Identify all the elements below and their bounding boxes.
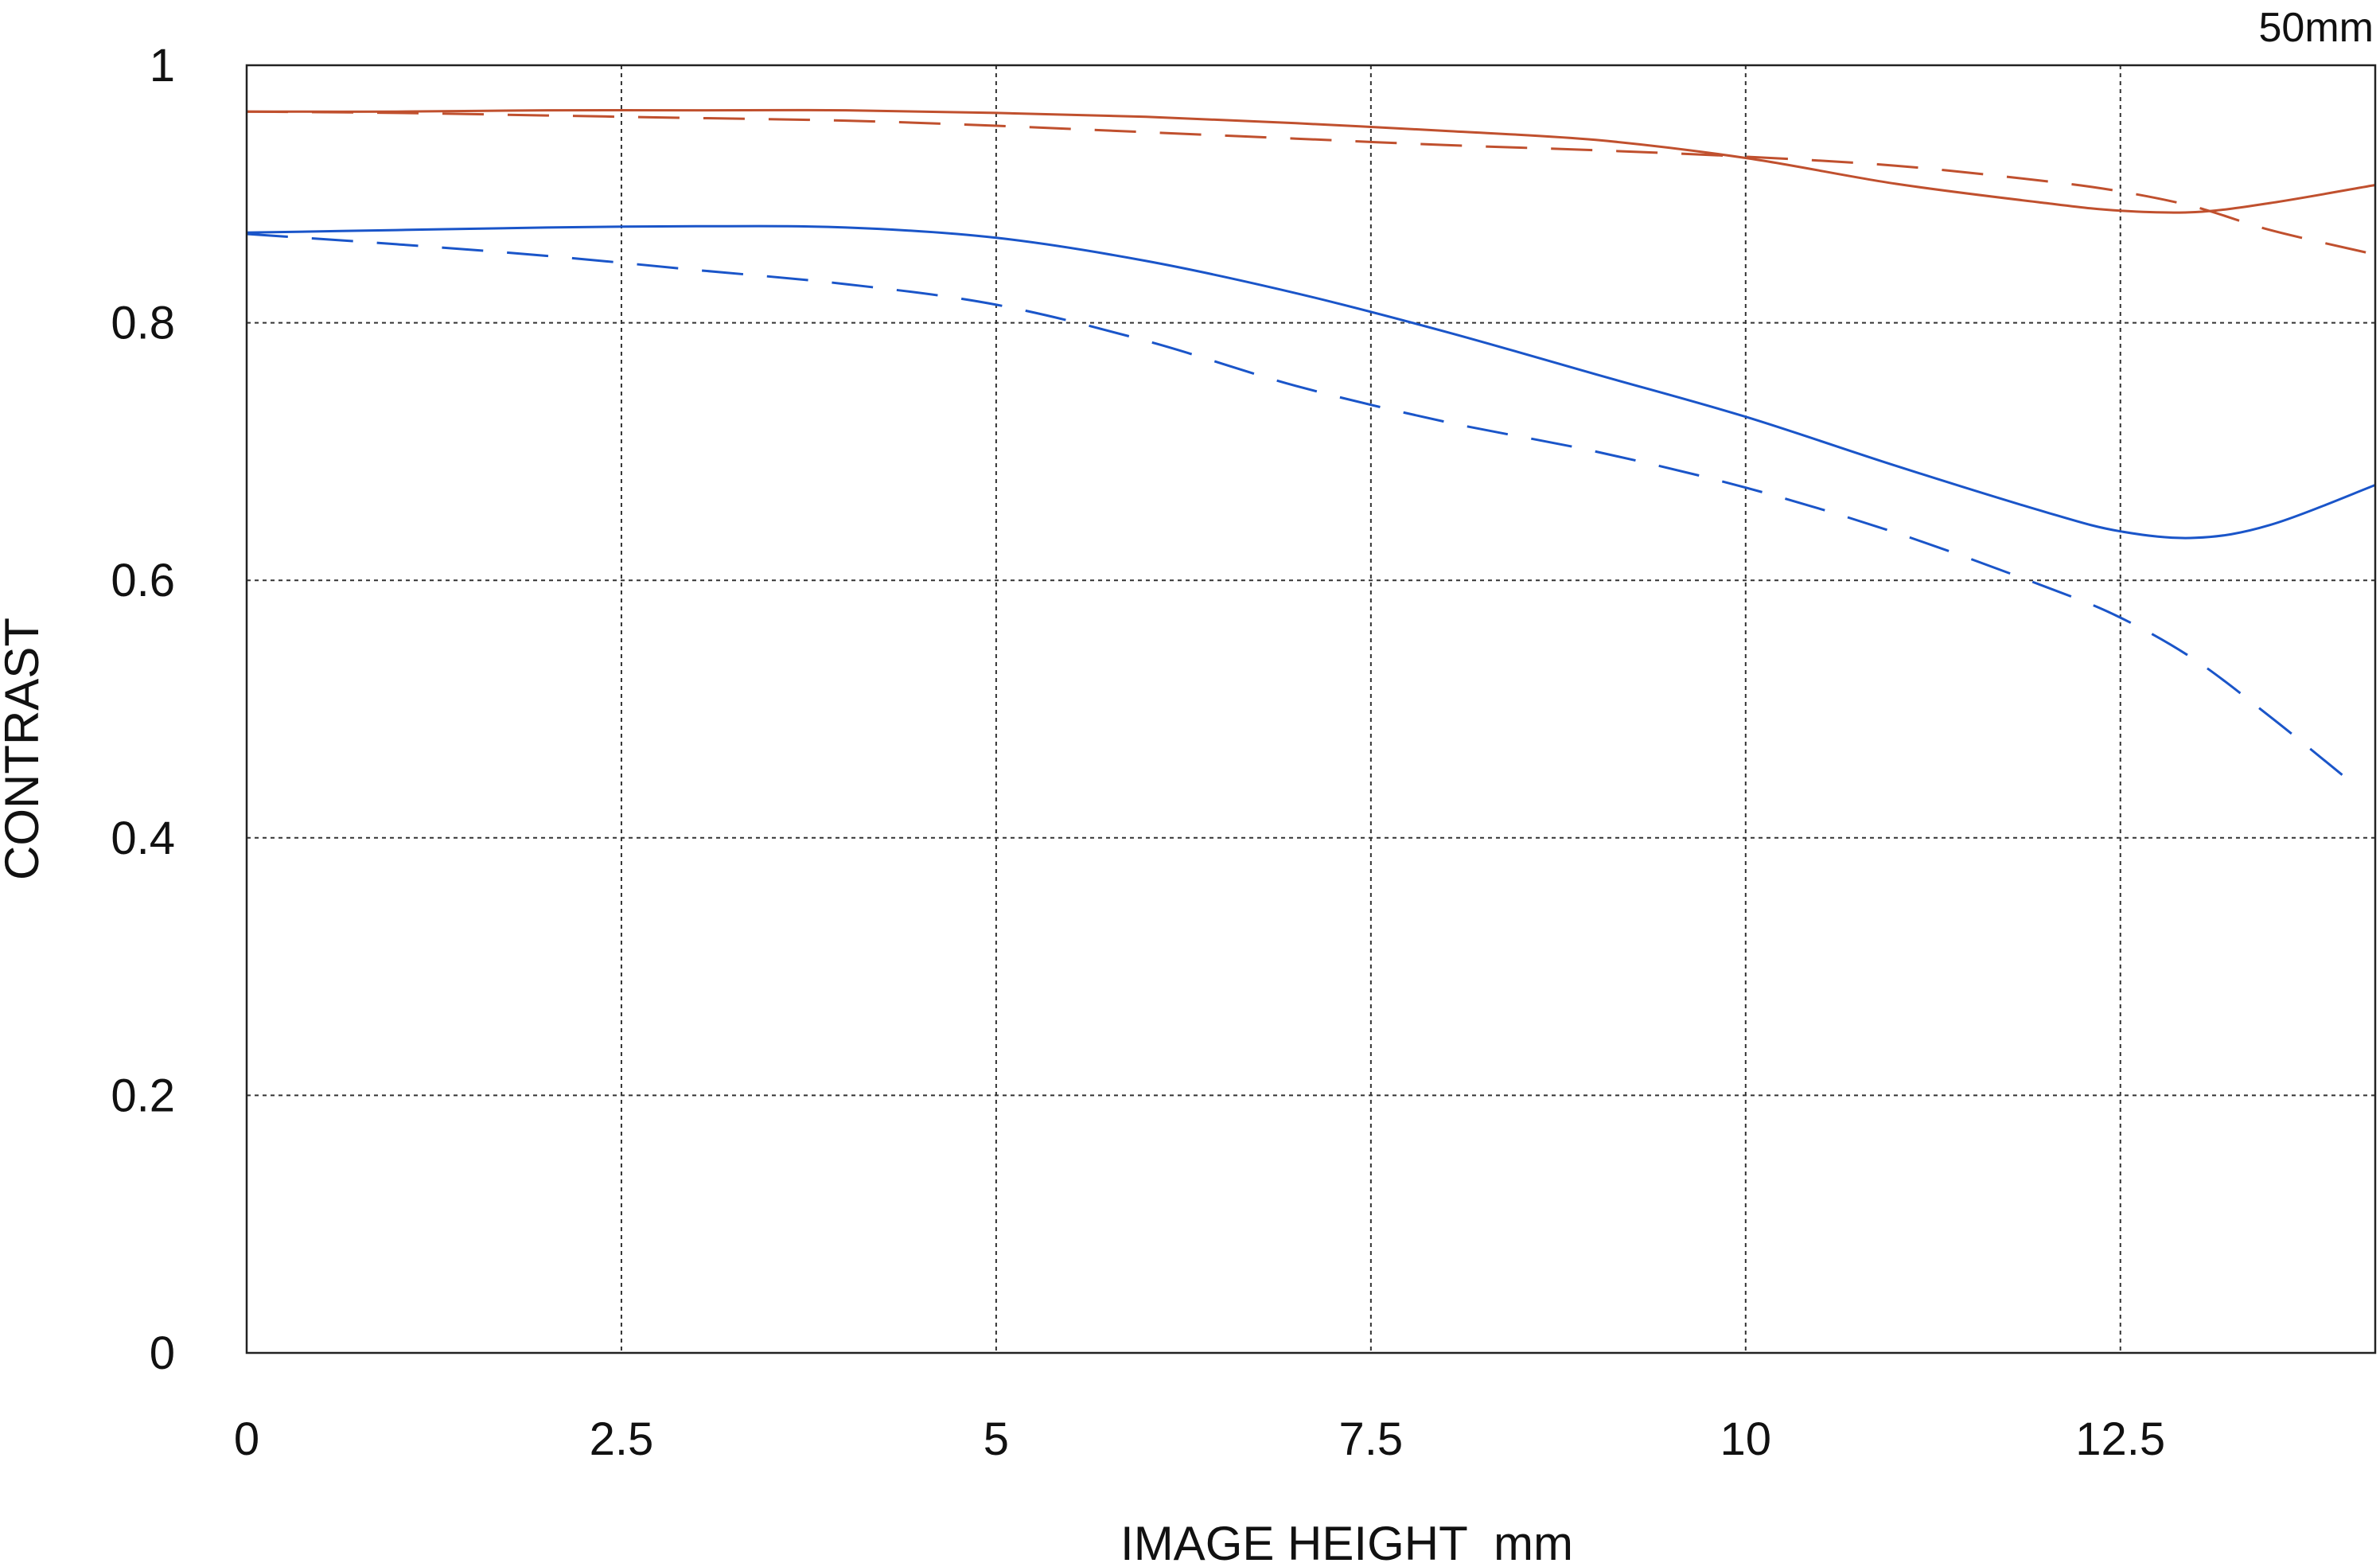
x-tick-label: 2.5 (590, 1413, 654, 1465)
x-tick-label: 5 (984, 1413, 1009, 1465)
series-line-3 (246, 224, 2376, 540)
series-line-2 (246, 110, 2376, 256)
y-tick-label: 0.8 (111, 298, 175, 349)
focal-length-label: 50mm (2259, 5, 2374, 51)
y-tick-label: 0.2 (111, 1070, 175, 1121)
x-tick-label: 7.5 (1339, 1413, 1404, 1465)
series-lines (246, 108, 2376, 778)
y-axis-title: CONTRAST (0, 618, 49, 880)
x-tick-label: 12.5 (2075, 1413, 2165, 1465)
x-tick-label: 0 (234, 1413, 259, 1465)
y-tick-label: 0.4 (111, 813, 175, 864)
series-line-4 (246, 232, 2347, 778)
x-tick-label: 10 (1720, 1413, 1772, 1465)
y-tick-label: 0 (150, 1327, 175, 1379)
x-axis-title: IMAGE HEIGHT mm (1120, 1517, 1573, 1563)
y-tick-label: 0.6 (111, 555, 175, 606)
y-tick-label: 1 (150, 40, 175, 92)
x-tick-labels: 0 2.5 5 7.5 10 12.5 (234, 1413, 2165, 1465)
series-line-1 (246, 108, 2376, 214)
y-tick-labels: 0 0.2 0.4 0.6 0.8 1 (111, 40, 175, 1379)
plot-frame (245, 64, 2377, 1354)
